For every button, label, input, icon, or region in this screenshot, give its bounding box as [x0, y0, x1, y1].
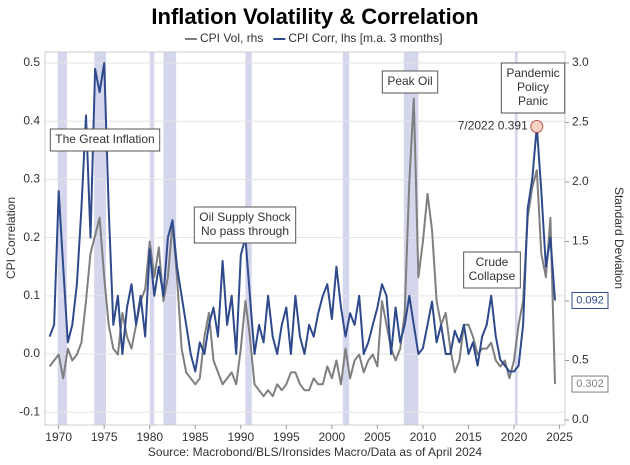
end-label-box	[571, 291, 609, 309]
annotation-text: Policy	[517, 80, 549, 94]
annotation: Peak Oil	[381, 70, 439, 94]
y-tick-label: 0.2	[23, 230, 40, 244]
source: Source: Macrobond/BLS/Ironsides Macro/Da…	[148, 445, 483, 459]
annotation-box	[193, 206, 297, 244]
y-tick-label: -0.1	[19, 404, 40, 418]
y-tick-label: 0.3	[23, 172, 40, 186]
x-tick-label: 1980	[136, 430, 163, 444]
x-tick-label: 1995	[273, 430, 300, 444]
y-axis-label: CPI Correlation	[4, 197, 18, 279]
plot-frame	[44, 51, 566, 426]
annotation-text: Pandemic	[506, 66, 559, 80]
x-tick-label: 2000	[319, 430, 346, 444]
annotation-text: Peak Oil	[387, 74, 432, 88]
y2-tick-label: 3.0	[572, 55, 589, 69]
annotation-text: No pass through	[201, 224, 289, 238]
annotation-box	[381, 70, 439, 94]
annotation-text: The Great Inflation	[55, 132, 154, 146]
x-tick-label: 2005	[364, 430, 391, 444]
end-label: 0.092	[576, 294, 604, 306]
annotation-box	[500, 62, 566, 114]
y2-tick-label: 1.5	[572, 234, 589, 248]
annotation-text: Panic	[518, 94, 548, 108]
x-tick-label: 2020	[501, 430, 528, 444]
series-line	[48, 97, 556, 398]
y-tick-label: 0.1	[23, 288, 40, 302]
legend-label: CPI Vol, rhs	[200, 31, 263, 45]
x-tick-label: 1970	[45, 430, 72, 444]
x-tick-label: 1985	[182, 430, 209, 444]
shaded-period	[94, 52, 107, 425]
y2-tick-label: 0.0	[572, 412, 589, 426]
x-tick-label: 2025	[546, 430, 573, 444]
x-tick-label: 2010	[410, 430, 437, 444]
annotation-text: Collapse	[469, 269, 516, 283]
highlight-label: 7/2022 0.391	[458, 119, 528, 133]
series-line	[48, 62, 556, 373]
x-tick-label: 2015	[455, 430, 482, 444]
y2-tick-label: 2.5	[572, 115, 589, 129]
y-tick-label: 0.0	[23, 346, 40, 360]
legend-label: CPI Corr, lhs [m.a. 3 months]	[288, 31, 442, 45]
y-tick-label: 0.5	[23, 55, 40, 69]
annotation-text: Crude	[476, 255, 509, 269]
shaded-period	[163, 52, 177, 425]
x-tick-label: 1990	[227, 430, 254, 444]
y2-tick-label: 0.5	[572, 353, 589, 367]
shaded-period	[403, 52, 419, 425]
shaded-period	[514, 52, 518, 425]
chart-title: Inflation Volatility & Correlation	[151, 4, 478, 29]
annotation-box	[49, 128, 161, 152]
y-tick-label: 0.4	[23, 113, 40, 127]
shaded-period	[342, 52, 350, 425]
end-label-box	[571, 375, 609, 393]
shaded-period	[149, 52, 155, 425]
end-label: 0.302	[576, 378, 604, 390]
y2-axis-label: Standard Deviation	[612, 187, 626, 289]
x-tick-label: 1975	[91, 430, 118, 444]
annotation: The Great Inflation	[49, 128, 161, 152]
y2-tick-label: 2.0	[572, 174, 589, 188]
annotation-text: Oil Supply Shock	[199, 210, 291, 224]
annotation-box	[463, 251, 521, 289]
highlight-marker	[530, 119, 544, 133]
